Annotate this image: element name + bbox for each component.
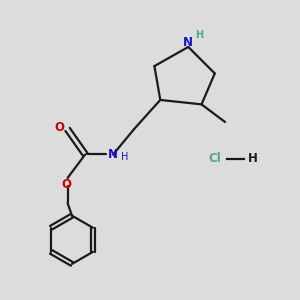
Text: N: N [183,36,193,49]
Text: H: H [121,152,129,162]
Text: N: N [108,148,118,161]
Text: O: O [54,122,64,134]
Text: H: H [248,152,258,165]
Text: Cl: Cl [208,152,221,165]
Text: O: O [62,178,72,191]
Text: H: H [195,30,203,40]
